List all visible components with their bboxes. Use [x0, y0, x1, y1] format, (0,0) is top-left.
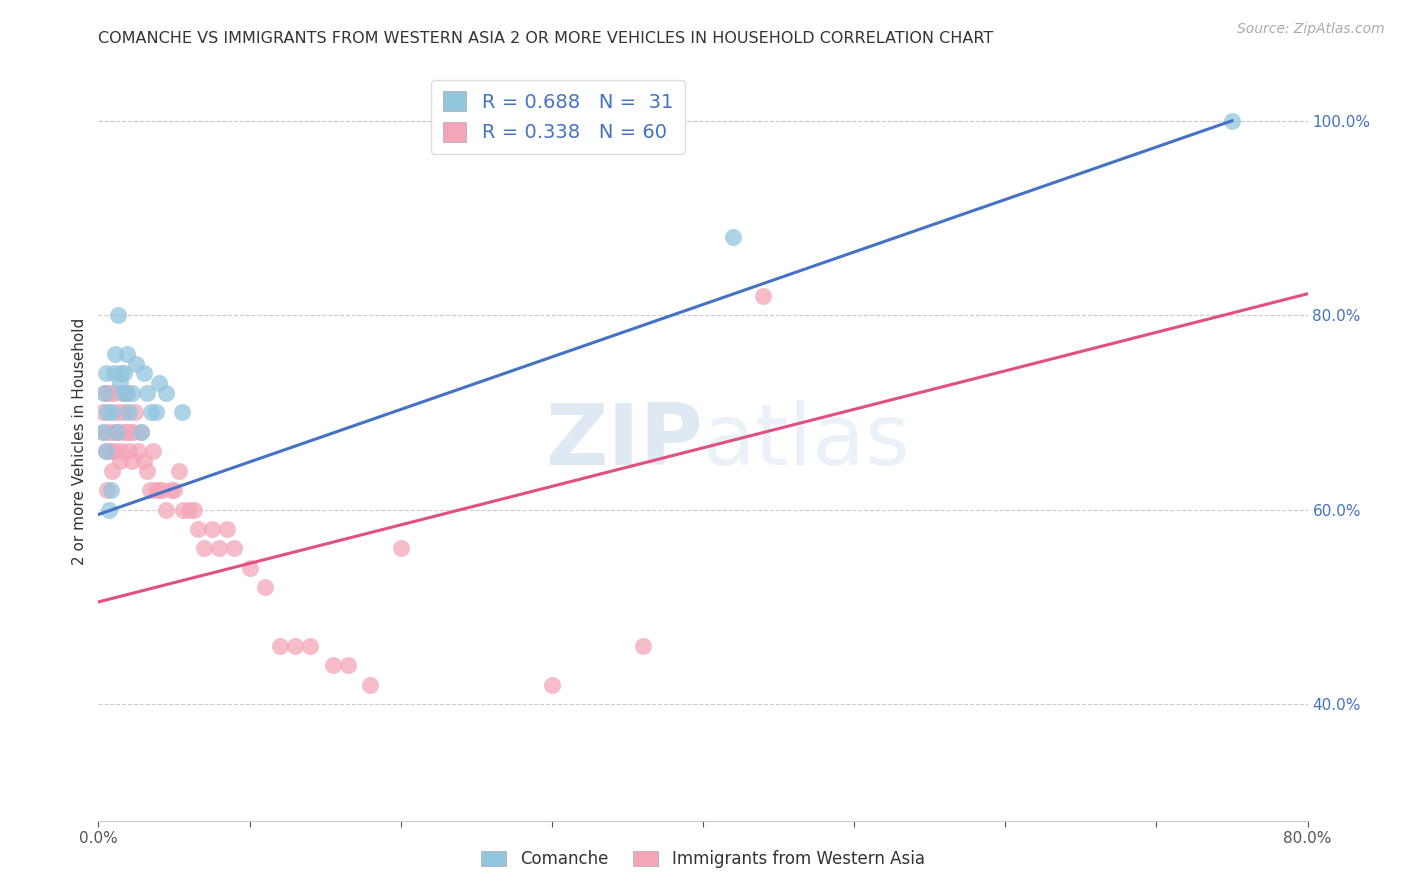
Text: COMANCHE VS IMMIGRANTS FROM WESTERN ASIA 2 OR MORE VEHICLES IN HOUSEHOLD CORRELA: COMANCHE VS IMMIGRANTS FROM WESTERN ASIA… — [98, 31, 994, 46]
Point — [108, 454, 131, 468]
Point — [127, 444, 149, 458]
Point — [103, 386, 125, 401]
Point — [103, 367, 125, 381]
Point — [135, 386, 157, 401]
Point — [752, 289, 775, 303]
Point — [98, 425, 121, 439]
Legend: Comanche, Immigrants from Western Asia: Comanche, Immigrants from Western Asia — [475, 844, 931, 875]
Legend: R = 0.688   N =  31, R = 0.338   N = 60: R = 0.688 N = 31, R = 0.338 N = 60 — [432, 79, 685, 153]
Point — [96, 483, 118, 497]
Point — [121, 386, 143, 401]
Point — [299, 639, 322, 653]
Point — [111, 386, 134, 401]
Point — [91, 405, 114, 419]
Point — [114, 425, 136, 439]
Point — [108, 376, 131, 391]
Point — [93, 386, 115, 401]
Point — [163, 483, 186, 497]
Point — [111, 386, 134, 401]
Point — [148, 483, 170, 497]
Point — [101, 464, 124, 478]
Point — [172, 502, 194, 516]
Point — [155, 502, 177, 516]
Point — [631, 639, 654, 653]
Point — [118, 405, 141, 419]
Point — [193, 541, 215, 556]
Point — [101, 405, 124, 419]
Point — [124, 405, 146, 419]
Point — [104, 347, 127, 361]
Point — [269, 639, 291, 653]
Point — [139, 483, 162, 497]
Point — [104, 444, 127, 458]
Point — [94, 386, 117, 401]
Point — [91, 425, 114, 439]
Point — [201, 522, 224, 536]
Point — [98, 386, 121, 401]
Point — [187, 522, 209, 536]
Point — [141, 405, 163, 419]
Point — [179, 502, 201, 516]
Point — [94, 367, 117, 381]
Point — [94, 444, 117, 458]
Text: Source: ZipAtlas.com: Source: ZipAtlas.com — [1237, 22, 1385, 37]
Point — [322, 658, 344, 673]
Point — [183, 502, 205, 516]
Point — [129, 425, 152, 439]
Point — [132, 367, 155, 381]
Point — [239, 561, 262, 575]
Point — [112, 367, 135, 381]
Point — [148, 376, 170, 391]
Text: atlas: atlas — [703, 400, 911, 483]
Point — [115, 386, 138, 401]
Point — [160, 483, 183, 497]
Point — [105, 425, 128, 439]
Point — [167, 464, 190, 478]
Point — [105, 425, 128, 439]
Point — [103, 425, 125, 439]
Point — [145, 483, 167, 497]
Point — [107, 308, 129, 322]
Point — [135, 464, 157, 478]
Point — [115, 347, 138, 361]
Point — [110, 444, 132, 458]
Point — [120, 425, 142, 439]
Y-axis label: 2 or more Vehicles in Household: 2 or more Vehicles in Household — [72, 318, 87, 566]
Point — [111, 425, 134, 439]
Point — [125, 357, 148, 371]
Point — [723, 230, 745, 244]
Point — [94, 444, 117, 458]
Point — [336, 658, 359, 673]
Point — [150, 483, 173, 497]
Point — [155, 386, 177, 401]
Point — [114, 386, 136, 401]
Point — [121, 454, 143, 468]
Text: ZIP: ZIP — [546, 400, 703, 483]
Point — [98, 502, 121, 516]
Point — [145, 405, 167, 419]
Point — [118, 444, 141, 458]
Point — [129, 425, 152, 439]
Point — [112, 405, 135, 419]
Point — [96, 405, 118, 419]
Point — [122, 425, 145, 439]
Point — [132, 454, 155, 468]
Point — [540, 677, 562, 691]
Point — [100, 444, 122, 458]
Point — [360, 677, 382, 691]
Point — [170, 405, 193, 419]
Point — [142, 444, 165, 458]
Point — [93, 425, 115, 439]
Point — [107, 405, 129, 419]
Point — [100, 483, 122, 497]
Point — [389, 541, 412, 556]
Point — [208, 541, 231, 556]
Point — [253, 580, 276, 594]
Point — [110, 367, 132, 381]
Point — [224, 541, 246, 556]
Point — [215, 522, 238, 536]
Point — [284, 639, 307, 653]
Point — [1220, 113, 1243, 128]
